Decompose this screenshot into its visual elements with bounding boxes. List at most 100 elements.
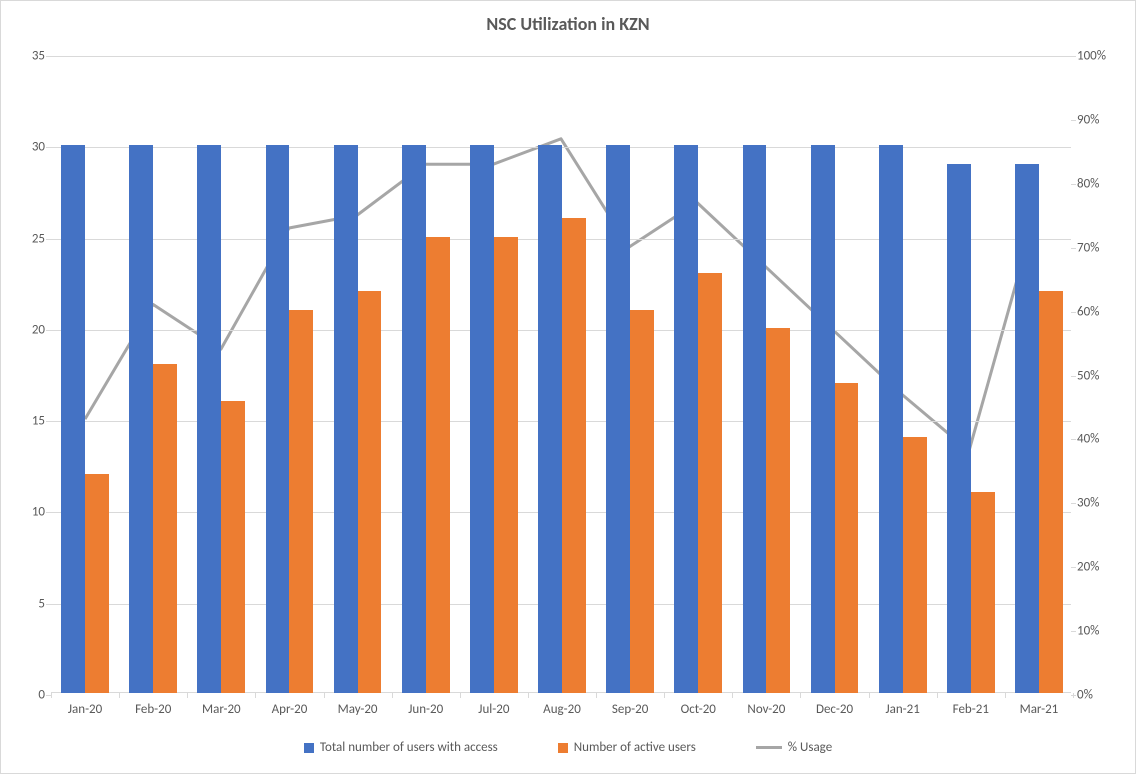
y-left-label: 30 xyxy=(7,140,45,155)
legend-bar-swatch xyxy=(558,743,568,753)
y-left-label: 15 xyxy=(7,414,45,429)
y-left-tick xyxy=(46,421,51,422)
bar xyxy=(334,145,358,693)
y-left-label: 0 xyxy=(7,688,45,703)
x-axis-label: Jun-20 xyxy=(408,702,443,717)
y-left-tick xyxy=(46,330,51,331)
legend-item: Total number of users with access xyxy=(304,740,498,755)
y-right-tick xyxy=(1071,503,1076,504)
y-right-tick xyxy=(1071,567,1076,568)
y-right-tick xyxy=(1071,120,1076,121)
chart-title: NSC Utilization in KZN xyxy=(1,13,1135,35)
y-right-tick xyxy=(1071,56,1076,57)
bar xyxy=(470,145,494,693)
bar xyxy=(971,492,995,693)
y-right-label: 50% xyxy=(1077,368,1125,383)
x-tick xyxy=(119,693,120,698)
bar xyxy=(630,310,654,693)
bar xyxy=(1039,291,1063,693)
y-right-label: 90% xyxy=(1077,112,1125,127)
bar xyxy=(538,145,562,693)
y-right-label: 60% xyxy=(1077,304,1125,319)
bar xyxy=(61,145,85,693)
y-left-tick xyxy=(46,239,51,240)
y-right-label: 40% xyxy=(1077,432,1125,447)
x-axis-label: Nov-20 xyxy=(747,702,785,717)
x-axis-label: May-20 xyxy=(338,702,378,717)
plot-area: 051015202530350%10%20%30%40%50%60%70%80%… xyxy=(51,56,1071,693)
bar xyxy=(85,474,109,693)
bar xyxy=(426,237,450,693)
y-right-label: 20% xyxy=(1077,560,1125,575)
y-right-label: 0% xyxy=(1077,688,1125,703)
y-right-tick xyxy=(1071,312,1076,313)
x-tick xyxy=(460,693,461,698)
x-tick xyxy=(187,693,188,698)
grid-line xyxy=(51,56,1071,57)
x-axis-label: Oct-20 xyxy=(681,702,716,717)
bar xyxy=(766,328,790,693)
bar xyxy=(698,273,722,693)
y-right-tick xyxy=(1071,184,1076,185)
x-tick xyxy=(664,693,665,698)
y-left-tick xyxy=(46,147,51,148)
legend-label: Number of active users xyxy=(574,740,696,755)
x-tick xyxy=(732,693,733,698)
y-left-label: 10 xyxy=(7,505,45,520)
x-tick xyxy=(528,693,529,698)
legend-label: Total number of users with access xyxy=(320,740,498,755)
y-left-label: 35 xyxy=(7,49,45,64)
legend: Total number of users with access Number … xyxy=(1,740,1135,755)
y-left-label: 25 xyxy=(7,231,45,246)
y-right-tick xyxy=(1071,439,1076,440)
bar xyxy=(402,145,426,693)
bar xyxy=(562,218,586,693)
bar xyxy=(903,437,927,693)
x-tick xyxy=(392,693,393,698)
y-right-tick xyxy=(1071,376,1076,377)
x-axis-label: Jul-20 xyxy=(478,702,509,717)
bar xyxy=(811,145,835,693)
legend-item: Number of active users xyxy=(558,740,696,755)
x-tick xyxy=(255,693,256,698)
x-axis-label: Apr-20 xyxy=(272,702,308,717)
y-right-tick xyxy=(1071,631,1076,632)
x-axis-label: Feb-20 xyxy=(135,702,171,717)
x-axis-label: Mar-21 xyxy=(1020,702,1059,717)
y-left-tick xyxy=(46,512,51,513)
x-tick xyxy=(800,693,801,698)
bar xyxy=(289,310,313,693)
bar xyxy=(153,364,177,693)
bar xyxy=(743,145,767,693)
bar xyxy=(1015,164,1039,693)
bar xyxy=(494,237,518,693)
bar xyxy=(606,145,630,693)
bar xyxy=(197,145,221,693)
bar xyxy=(221,401,245,693)
bar xyxy=(947,164,971,693)
y-right-tick xyxy=(1071,248,1076,249)
y-left-label: 5 xyxy=(7,596,45,611)
x-tick xyxy=(1073,693,1074,698)
bar xyxy=(266,145,290,693)
y-left-label: 20 xyxy=(7,322,45,337)
x-tick xyxy=(937,693,938,698)
bar xyxy=(129,145,153,693)
legend-line-swatch xyxy=(756,746,782,749)
chart-container: NSC Utilization in KZN 051015202530350%1… xyxy=(0,0,1136,774)
legend-label: % Usage xyxy=(788,740,832,755)
x-axis-label: Aug-20 xyxy=(543,702,581,717)
x-tick xyxy=(596,693,597,698)
bar xyxy=(674,145,698,693)
x-tick xyxy=(51,693,52,698)
x-axis-label: Dec-20 xyxy=(816,702,853,717)
x-tick xyxy=(869,693,870,698)
x-axis-label: Jan-21 xyxy=(885,702,919,717)
y-right-label: 100% xyxy=(1077,49,1125,64)
y-right-label: 70% xyxy=(1077,240,1125,255)
bar xyxy=(879,145,903,693)
x-axis-label: Jan-20 xyxy=(68,702,102,717)
bar xyxy=(358,291,382,693)
bar xyxy=(835,383,859,693)
y-right-label: 30% xyxy=(1077,496,1125,511)
